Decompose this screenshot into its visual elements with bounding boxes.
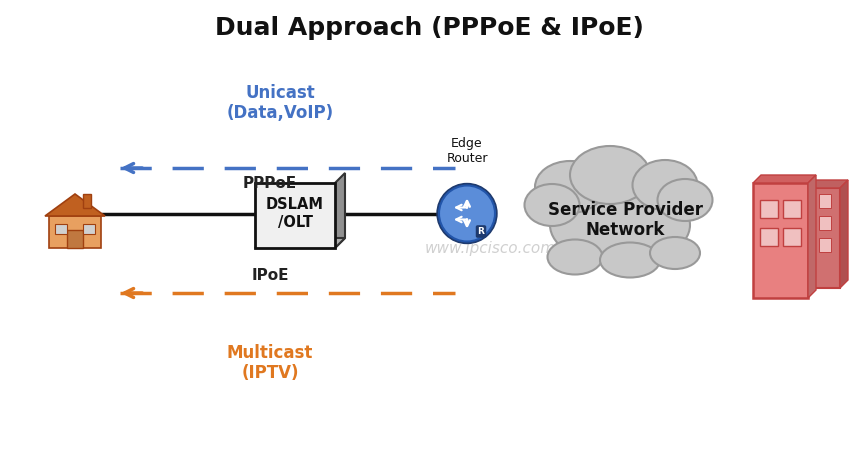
Polygon shape (753, 175, 816, 183)
Polygon shape (335, 173, 345, 248)
Text: Service Provider
Network: Service Provider Network (547, 200, 703, 239)
Ellipse shape (550, 185, 690, 265)
Polygon shape (840, 180, 848, 288)
Polygon shape (255, 238, 345, 248)
FancyBboxPatch shape (760, 200, 778, 218)
FancyBboxPatch shape (803, 238, 815, 252)
FancyBboxPatch shape (83, 194, 91, 208)
Ellipse shape (657, 179, 712, 221)
Ellipse shape (535, 161, 605, 213)
Text: www.ipcisco.com: www.ipcisco.com (425, 240, 556, 256)
Ellipse shape (570, 146, 650, 204)
FancyBboxPatch shape (753, 183, 808, 298)
Text: Dual Approach (PPPoE & IPoE): Dual Approach (PPPoE & IPoE) (214, 16, 644, 40)
FancyBboxPatch shape (55, 224, 67, 234)
FancyBboxPatch shape (783, 200, 801, 218)
FancyBboxPatch shape (83, 224, 95, 234)
Polygon shape (808, 175, 816, 298)
Ellipse shape (650, 237, 700, 269)
Text: PPPoE: PPPoE (243, 176, 297, 192)
Text: IPoE: IPoE (251, 268, 289, 282)
FancyBboxPatch shape (819, 238, 831, 252)
Polygon shape (49, 216, 101, 248)
Ellipse shape (632, 160, 698, 210)
Polygon shape (45, 194, 105, 216)
FancyBboxPatch shape (819, 194, 831, 208)
Text: Multicast
(IPTV): Multicast (IPTV) (227, 344, 313, 382)
Text: DSLAM
/OLT: DSLAM /OLT (266, 197, 324, 230)
FancyBboxPatch shape (255, 183, 335, 248)
Circle shape (437, 183, 497, 244)
Polygon shape (798, 180, 848, 188)
Ellipse shape (524, 184, 579, 226)
FancyBboxPatch shape (803, 216, 815, 230)
Ellipse shape (600, 243, 660, 277)
FancyBboxPatch shape (760, 228, 778, 246)
FancyBboxPatch shape (819, 216, 831, 230)
FancyBboxPatch shape (783, 228, 801, 246)
FancyBboxPatch shape (67, 230, 83, 248)
Circle shape (439, 186, 495, 242)
Ellipse shape (547, 239, 602, 275)
Text: Edge
Router: Edge Router (446, 138, 487, 165)
Text: R: R (478, 227, 485, 236)
FancyBboxPatch shape (803, 194, 815, 208)
Text: Unicast
(Data,VoIP): Unicast (Data,VoIP) (227, 84, 334, 122)
FancyBboxPatch shape (798, 188, 840, 288)
